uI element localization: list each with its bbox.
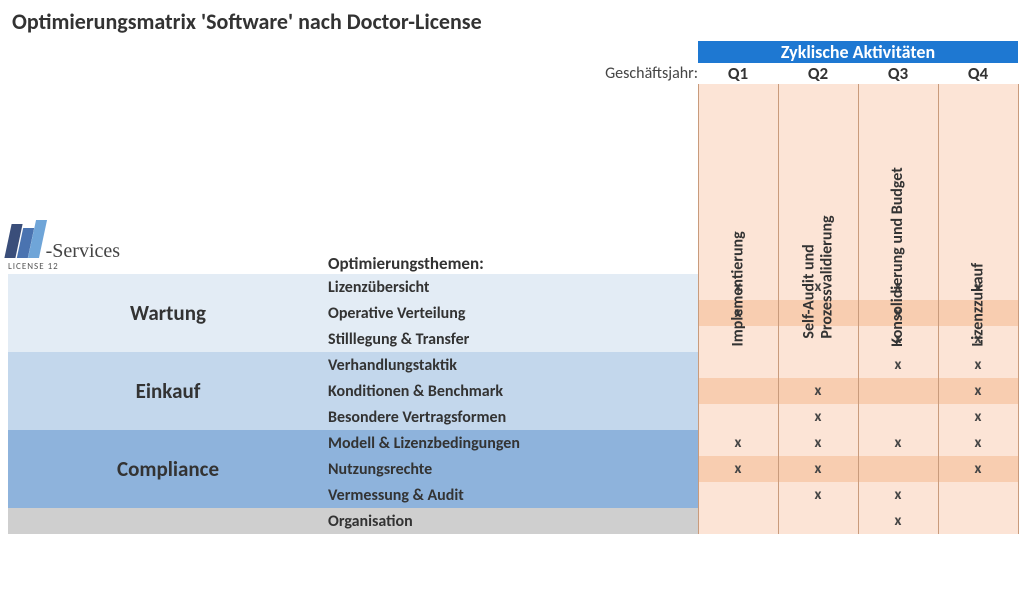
table-row: Organisation x	[8, 508, 1018, 534]
mark-cell	[938, 482, 1018, 508]
q2-activity-cell: Self-Audit und Prozessvalidierung	[778, 84, 858, 274]
mark-cell	[698, 404, 778, 430]
mark-cell: x	[858, 430, 938, 456]
topic-cell: Modell & Lizenzbedingungen	[328, 430, 698, 456]
q3-header: Q3	[858, 63, 938, 84]
table-row: EinkaufVerhandlungstaktikxx	[8, 352, 1018, 378]
page-title: Optimierungsmatrix 'Software' nach Docto…	[8, 8, 1016, 35]
q4-activity-cell: Lizenzzukauf	[938, 84, 1018, 274]
topic-cell: Operative Verteilung	[328, 300, 698, 326]
mark-cell: x	[698, 456, 778, 482]
mark-cell	[698, 508, 778, 534]
mark-cell: x	[778, 430, 858, 456]
mark-cell: x	[938, 404, 1018, 430]
mark-cell: x	[778, 404, 858, 430]
mark-cell: x	[858, 508, 938, 534]
mark-cell	[698, 352, 778, 378]
category-cell: Wartung	[8, 274, 328, 352]
mark-cell	[858, 378, 938, 404]
mark-cell: x	[858, 482, 938, 508]
topic-cell: Stilllegung & Transfer	[328, 326, 698, 352]
topic-cell: Vermessung & Audit	[328, 482, 698, 508]
mark-cell: x	[938, 430, 1018, 456]
q1-activity-label: Implementierung	[729, 167, 748, 347]
topic-cell: Lizenzübersicht	[328, 274, 698, 300]
topic-cell: Organisation	[328, 508, 698, 534]
table-row: ComplianceModell & Lizenzbedingungenxxxx	[8, 430, 1018, 456]
topic-cell: Konditionen & Benchmark	[328, 378, 698, 404]
activities-header: Zyklische Aktivitäten	[698, 41, 1018, 63]
logo: -Services LICENSE 12	[8, 220, 120, 272]
logo-services-text: -Services	[46, 240, 120, 263]
logo-cell: -Services LICENSE 12	[8, 84, 328, 274]
fiscal-year-label: Geschäftsjahr:	[328, 63, 698, 84]
mark-cell: x	[778, 456, 858, 482]
q1-header: Q1	[698, 63, 778, 84]
mark-cell: x	[778, 378, 858, 404]
topic-cell: Verhandlungstaktik	[328, 352, 698, 378]
category-cell: Compliance	[8, 430, 328, 508]
mark-cell	[858, 456, 938, 482]
mark-cell: x	[778, 482, 858, 508]
q3-activity-cell: Konsolidierung und Budget	[858, 84, 938, 274]
mark-cell: x	[938, 378, 1018, 404]
q4-activity-label: Lizenzzukauf	[969, 167, 988, 347]
mark-cell	[698, 482, 778, 508]
logo-bars-icon	[8, 220, 44, 263]
q3-activity-label: Konsolidierung und Budget	[889, 167, 907, 347]
q2-header: Q2	[778, 63, 858, 84]
mark-cell	[778, 352, 858, 378]
table-row: WartungLizenzübersichtxxxx	[8, 274, 1018, 300]
mark-cell: x	[858, 352, 938, 378]
topic-cell: Nutzungsrechte	[328, 456, 698, 482]
q2-activity-label: Self-Audit und Prozessvalidierung	[800, 158, 835, 338]
mark-cell: x	[698, 430, 778, 456]
topics-header: Optimierungsthemen:	[328, 84, 698, 274]
optimization-matrix: Zyklische Aktivitäten Geschäftsjahr: Q1 …	[8, 41, 1019, 534]
mark-cell: x	[938, 352, 1018, 378]
q1-activity-cell: Implementierung	[698, 84, 778, 274]
q4-header: Q4	[938, 63, 1018, 84]
topic-cell: Besondere Vertragsformen	[328, 404, 698, 430]
mark-cell	[938, 508, 1018, 534]
mark-cell: x	[938, 456, 1018, 482]
category-cell	[8, 508, 328, 534]
category-cell: Einkauf	[8, 352, 328, 430]
mark-cell	[698, 378, 778, 404]
mark-cell	[778, 508, 858, 534]
mark-cell	[858, 404, 938, 430]
